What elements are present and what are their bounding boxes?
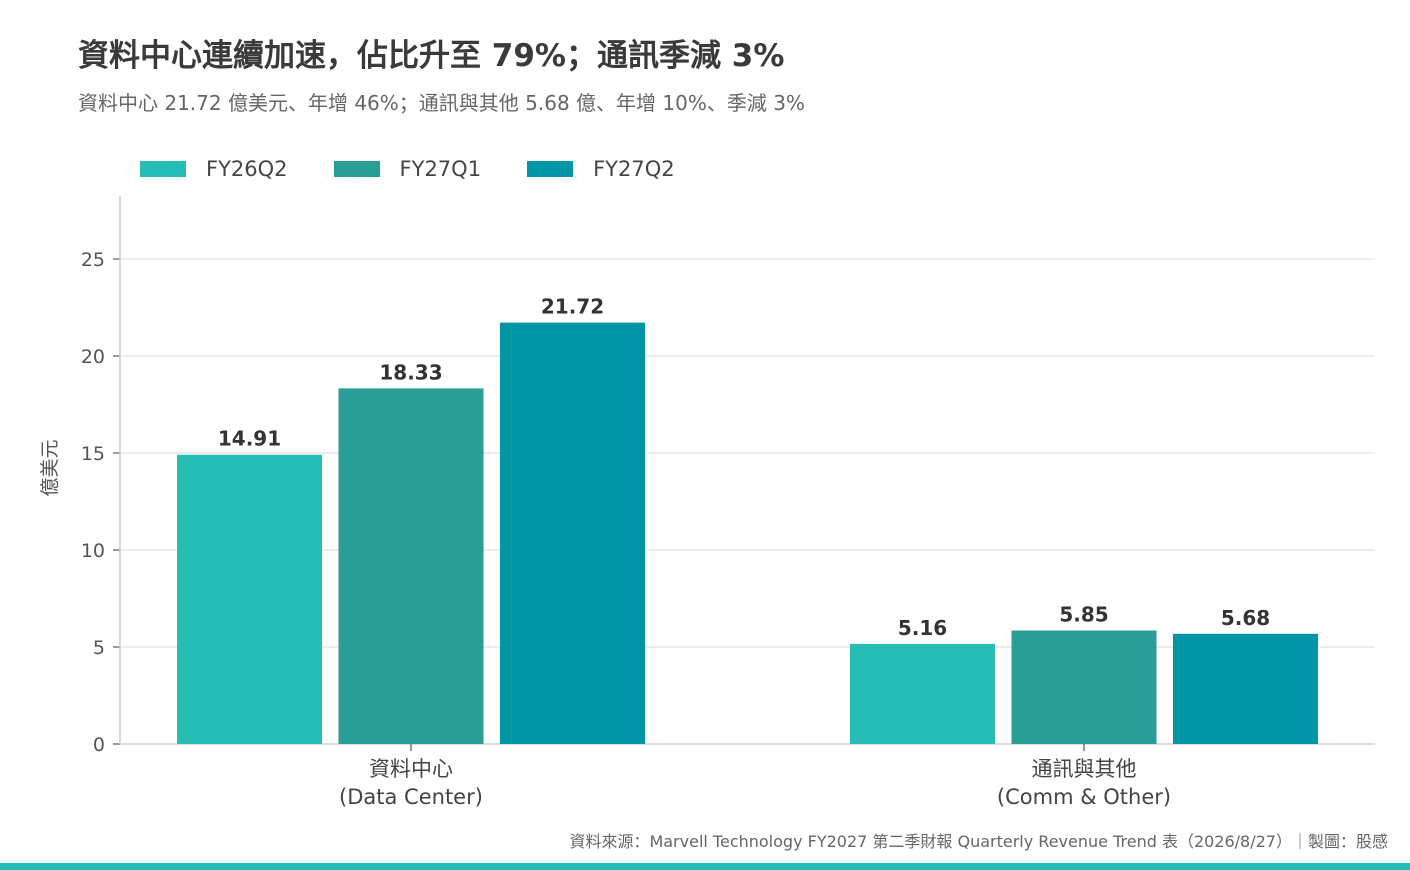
bar [338, 388, 484, 744]
bar-value-label: 5.85 [1059, 603, 1108, 627]
y-tick-label: 25 [81, 249, 105, 271]
y-tick-label: 20 [81, 346, 105, 368]
x-tick-label: 通訊與其他(Comm & Other) [997, 757, 1171, 809]
legend-item: FY26Q2 [140, 157, 288, 181]
bar-value-label: 21.72 [541, 295, 604, 319]
bar [1173, 633, 1318, 744]
legend-item: FY27Q1 [333, 157, 482, 181]
bar [177, 454, 322, 744]
bar [1011, 630, 1157, 744]
legend-swatch [527, 161, 574, 177]
source-note: 資料來源：Marvell Technology FY2027 第二季財報 Qua… [569, 832, 1388, 851]
bar-value-label: 5.68 [1221, 606, 1270, 630]
bar-value-label: 18.33 [379, 360, 442, 384]
chart-title: 資料中心連續加速，佔比升至 79%；通訊季減 3% [78, 38, 785, 74]
legend-label: FY27Q1 [399, 157, 482, 181]
bottom-accent-bar [0, 863, 1410, 870]
chart-subtitle: 資料中心 21.72 億美元、年增 46%；通訊與其他 5.68 億、年增 10… [78, 91, 805, 115]
y-tick-label: 5 [93, 637, 105, 659]
y-tick-label: 10 [81, 540, 105, 562]
legend-label: FY27Q2 [593, 157, 675, 181]
x-tick-label: 資料中心(Data Center) [339, 757, 483, 809]
y-tick-label: 0 [93, 734, 105, 756]
y-tick-label: 15 [81, 443, 105, 465]
bar-value-label: 14.91 [218, 427, 281, 451]
legend-swatch [333, 161, 380, 177]
bar [500, 322, 645, 744]
legend-label: FY26Q2 [206, 157, 288, 181]
y-axis-label: 億美元 [39, 439, 61, 496]
bar-value-label: 5.16 [898, 616, 947, 640]
legend-item: FY27Q2 [527, 157, 675, 181]
bar [850, 643, 995, 744]
legend: FY26Q2 FY27Q1 FY27Q2 [140, 157, 721, 181]
legend-swatch [140, 161, 186, 177]
